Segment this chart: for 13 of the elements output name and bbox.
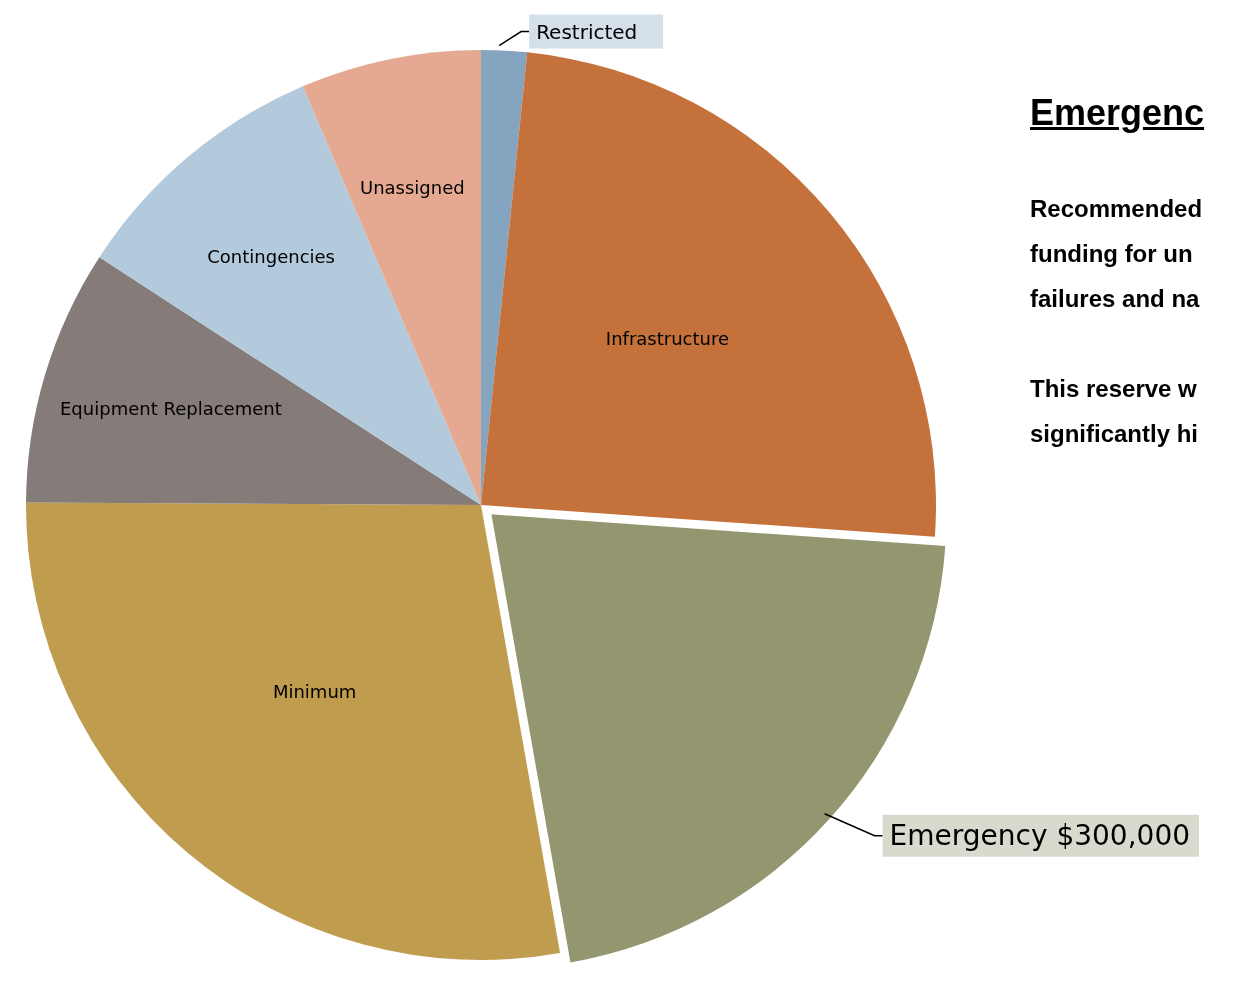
slice-label: Emergency $300,000 — [889, 819, 1191, 853]
text: This reserve w — [1030, 374, 1198, 404]
slice-label: Minimum — [272, 680, 357, 702]
text: funding for un — [1030, 239, 1194, 269]
text: significantly hi — [1030, 419, 1200, 449]
text: Emergenc — [1030, 92, 1206, 134]
text: failures and na — [1030, 284, 1201, 314]
text: Recommended — [1030, 194, 1204, 224]
slice-label: Restricted — [536, 19, 638, 44]
slice-label: Contingencies — [207, 245, 336, 267]
slice-label: Equipment Replacement — [60, 398, 282, 420]
slice-label: Infrastructure — [605, 328, 730, 350]
slice-label: Unassigned — [359, 177, 465, 199]
